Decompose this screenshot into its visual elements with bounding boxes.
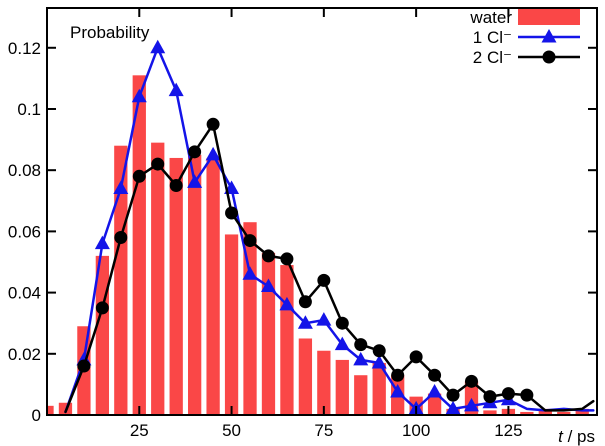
x-axis-title-unit: / ps: [563, 427, 595, 446]
marker-circle: [335, 316, 349, 330]
marker-circle: [132, 169, 146, 183]
bar-water: [280, 265, 294, 415]
bar-water: [317, 350, 331, 415]
bar-water: [47, 405, 54, 415]
marker-circle: [372, 344, 386, 358]
y-tick-label: 0.06: [8, 222, 41, 241]
x-tick-label: 25: [130, 421, 149, 440]
plot-border: [46, 7, 598, 416]
bar-water: [575, 408, 589, 415]
marker-circle: [188, 145, 202, 159]
legend-label: 1 Cl⁻: [473, 28, 512, 47]
marker-triangle: [205, 146, 221, 161]
y-axis-title: Probability: [70, 23, 150, 42]
y-tick-label: 0.04: [8, 284, 41, 303]
marker-circle: [501, 387, 515, 401]
marker-triangle: [390, 384, 406, 398]
x-tick-label: 75: [314, 421, 333, 440]
marker-triangle: [113, 180, 129, 195]
bar-water: [483, 410, 497, 415]
marker-triangle: [297, 315, 313, 329]
marker-circle: [77, 359, 91, 373]
bar-water: [224, 234, 239, 415]
bar-water: [132, 75, 146, 416]
x-axis-title-variable: t: [558, 427, 564, 446]
bar-water: [520, 411, 534, 415]
marker-circle: [298, 295, 312, 309]
marker-circle: [225, 206, 239, 220]
marker-triangle: [94, 235, 110, 250]
y-tick-label: 0.02: [8, 345, 41, 364]
marker-circle: [169, 178, 183, 192]
marker-circle: [446, 388, 460, 402]
marker-circle: [464, 374, 478, 388]
y-tick-label: 0.1: [17, 100, 41, 119]
marker-circle: [391, 368, 405, 382]
bar-water: [206, 157, 220, 415]
x-tick-label: 50: [222, 421, 241, 440]
marker-triangle: [187, 174, 203, 188]
x-axis-title: t / ps: [558, 427, 595, 446]
x-tick-label: 125: [494, 421, 522, 440]
bar-water: [335, 359, 349, 415]
bar-water: [427, 393, 442, 415]
marker-circle: [428, 368, 442, 382]
bar-water: [557, 411, 571, 415]
bar-water: [538, 408, 552, 415]
marker-circle: [280, 252, 294, 266]
bar-water: [372, 362, 386, 415]
marker-triangle: [168, 82, 184, 97]
marker-triangle: [371, 354, 387, 369]
marker-triangle: [445, 400, 461, 415]
marker-circle: [151, 157, 165, 171]
x-tick-label: 100: [402, 421, 430, 440]
bar-water: [354, 375, 368, 415]
marker-triangle: [334, 336, 350, 351]
bar-water: [151, 142, 165, 416]
y-tick-label: 0: [32, 406, 41, 425]
bar-water: [169, 157, 183, 415]
bar-water: [261, 252, 276, 415]
bar-water: [188, 154, 202, 416]
marker-circle: [520, 388, 534, 402]
marker-triangle: [260, 278, 276, 292]
legend-label: water: [469, 8, 512, 27]
line-series-2cl: [64, 117, 595, 414]
marker-circle: [114, 231, 128, 245]
marker-circle: [261, 249, 275, 263]
marker-circle: [409, 350, 423, 364]
marker-triangle: [242, 266, 258, 280]
marker-triangle: [316, 312, 332, 326]
marker-triangle: [279, 296, 295, 311]
marker-circle: [95, 301, 109, 315]
legend-label: 2 Cl⁻: [473, 48, 512, 67]
marker-circle: [317, 273, 331, 287]
y-tick-label: 0.08: [8, 161, 41, 180]
legend-swatch-bar: [518, 9, 580, 25]
bar-water: [298, 338, 313, 415]
legend-marker-circle: [542, 50, 556, 64]
bar-water: [243, 222, 257, 415]
marker-triangle: [463, 397, 479, 412]
bar-water: [114, 145, 128, 415]
marker-triangle: [427, 384, 443, 398]
bar-series-water: [47, 75, 589, 416]
marker-triangle: [353, 351, 369, 366]
marker-circle: [206, 117, 220, 131]
marker-triangle: [150, 39, 166, 54]
axis-ticks: [48, 9, 596, 416]
legend-marker-triangle: [541, 29, 557, 43]
marker-circle: [243, 234, 257, 248]
marker-circle: [354, 338, 368, 352]
marker-triangle: [131, 88, 147, 103]
marker-circle: [483, 390, 497, 404]
y-tick-label: 0.12: [8, 39, 41, 58]
